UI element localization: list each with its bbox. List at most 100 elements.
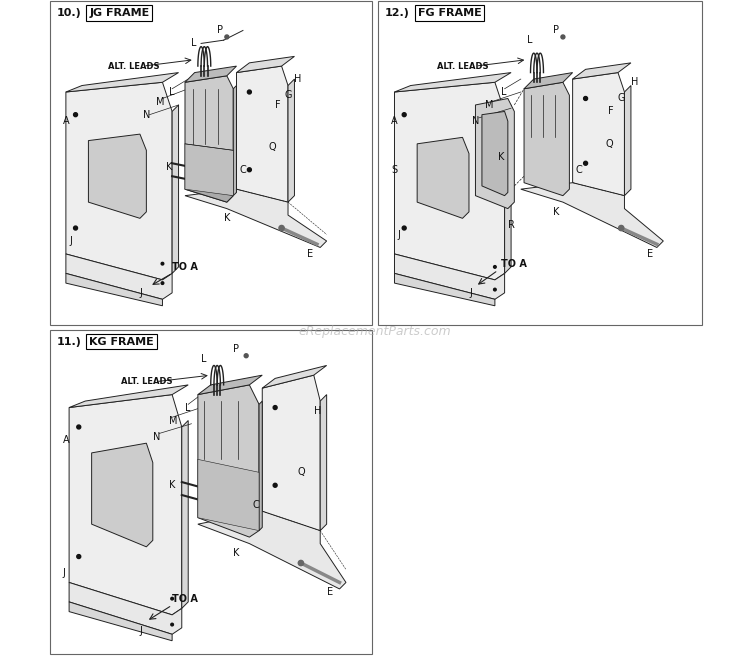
Polygon shape <box>69 583 182 634</box>
Text: JG FRAME: JG FRAME <box>89 8 149 18</box>
Text: S: S <box>392 165 398 175</box>
Text: G: G <box>618 93 626 104</box>
Polygon shape <box>69 385 188 407</box>
Text: K: K <box>224 214 230 223</box>
Polygon shape <box>69 395 182 615</box>
Text: TO A: TO A <box>172 262 198 272</box>
Polygon shape <box>66 254 172 300</box>
Circle shape <box>402 226 406 230</box>
Polygon shape <box>185 144 233 196</box>
Circle shape <box>171 597 173 600</box>
Polygon shape <box>394 72 511 92</box>
Text: L: L <box>201 354 206 364</box>
Polygon shape <box>524 82 569 196</box>
Polygon shape <box>88 134 146 218</box>
Text: H: H <box>631 78 638 87</box>
Circle shape <box>248 168 251 171</box>
Circle shape <box>402 113 406 117</box>
Text: J: J <box>140 626 142 636</box>
Text: F: F <box>275 100 280 110</box>
Polygon shape <box>236 66 288 209</box>
Text: P: P <box>233 344 239 354</box>
Circle shape <box>273 484 277 487</box>
Text: H: H <box>295 74 302 84</box>
Polygon shape <box>262 365 327 388</box>
Polygon shape <box>233 85 236 196</box>
Polygon shape <box>66 72 178 92</box>
Bar <box>50 330 372 654</box>
Text: E: E <box>647 249 653 259</box>
Text: Q: Q <box>268 142 276 152</box>
Text: K: K <box>233 549 240 558</box>
Text: P: P <box>217 26 223 35</box>
Text: M: M <box>169 415 178 426</box>
Polygon shape <box>417 137 469 218</box>
Polygon shape <box>259 401 262 531</box>
Text: A: A <box>63 435 69 445</box>
Polygon shape <box>185 183 233 202</box>
Text: P: P <box>554 26 560 35</box>
Polygon shape <box>198 459 259 531</box>
Text: N: N <box>472 116 479 126</box>
Polygon shape <box>66 82 172 280</box>
Text: TO A: TO A <box>501 259 527 269</box>
Circle shape <box>279 225 284 231</box>
Polygon shape <box>520 183 663 248</box>
Polygon shape <box>394 254 505 300</box>
Circle shape <box>494 265 496 268</box>
Text: C: C <box>240 165 247 175</box>
Text: J: J <box>398 229 400 240</box>
Polygon shape <box>573 72 625 202</box>
Polygon shape <box>185 66 236 82</box>
Circle shape <box>76 555 81 558</box>
Text: KG FRAME: KG FRAME <box>89 336 154 347</box>
Text: J: J <box>140 288 142 298</box>
Text: L: L <box>169 87 175 97</box>
Polygon shape <box>625 85 631 196</box>
Text: 12.): 12.) <box>385 8 410 18</box>
Text: L: L <box>501 87 507 97</box>
Text: E: E <box>327 587 333 597</box>
Polygon shape <box>288 79 295 202</box>
Text: K: K <box>498 152 505 162</box>
Circle shape <box>74 226 77 230</box>
Polygon shape <box>505 105 511 273</box>
Text: N: N <box>143 110 151 120</box>
Circle shape <box>298 560 304 566</box>
Text: ALT. LEADS: ALT. LEADS <box>436 62 488 70</box>
Bar <box>50 1 372 325</box>
Text: Q: Q <box>298 467 305 478</box>
Polygon shape <box>236 57 295 72</box>
Text: C: C <box>576 165 583 175</box>
Circle shape <box>248 90 251 94</box>
Circle shape <box>619 225 624 231</box>
Polygon shape <box>92 443 153 547</box>
Text: 10.): 10.) <box>56 8 81 18</box>
Circle shape <box>584 97 587 101</box>
Circle shape <box>244 353 248 357</box>
Circle shape <box>584 161 587 165</box>
Text: FG FRAME: FG FRAME <box>418 8 482 18</box>
Circle shape <box>494 288 496 291</box>
Polygon shape <box>198 385 259 537</box>
Polygon shape <box>185 189 327 248</box>
Circle shape <box>561 35 565 39</box>
Text: L: L <box>191 38 197 49</box>
Text: G: G <box>285 90 292 101</box>
Polygon shape <box>185 76 233 202</box>
Text: eReplacementParts.com: eReplacementParts.com <box>298 325 452 338</box>
Circle shape <box>161 262 164 265</box>
Polygon shape <box>482 112 508 196</box>
Polygon shape <box>394 273 495 306</box>
Text: ALT. LEADS: ALT. LEADS <box>121 377 172 386</box>
Text: A: A <box>63 116 69 126</box>
Text: J: J <box>63 568 65 578</box>
Circle shape <box>76 425 81 429</box>
Text: ALT. LEADS: ALT. LEADS <box>108 62 159 70</box>
Circle shape <box>161 282 164 284</box>
Polygon shape <box>320 395 327 531</box>
Polygon shape <box>394 82 505 280</box>
Text: J: J <box>69 236 72 246</box>
Text: H: H <box>314 406 321 416</box>
Text: R: R <box>508 220 515 230</box>
